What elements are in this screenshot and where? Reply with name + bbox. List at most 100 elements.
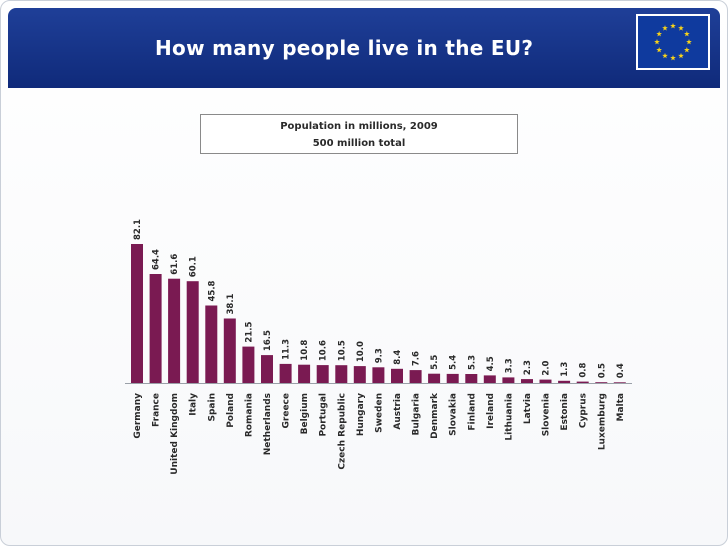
data-label: 5.3 <box>467 355 477 370</box>
data-label: 11.3 <box>282 339 292 360</box>
data-label: 5.4 <box>449 355 459 370</box>
data-label: 38.1 <box>226 293 236 314</box>
bar <box>539 379 552 383</box>
data-label: 5.5 <box>430 355 440 370</box>
data-label: 2.3 <box>523 360 533 375</box>
category-label: Lithuania <box>504 393 514 441</box>
category-label: Finland <box>467 393 477 431</box>
bar <box>186 281 199 383</box>
data-label: 10.5 <box>337 340 347 361</box>
flag-star <box>670 23 676 29</box>
category-label: Portugal <box>319 393 329 437</box>
bar <box>316 365 329 383</box>
bar <box>205 305 218 383</box>
bar <box>409 370 422 383</box>
category-label: Cyprus <box>579 393 589 428</box>
data-label: 45.8 <box>207 280 217 301</box>
bar <box>279 363 292 383</box>
data-label: 2.0 <box>542 360 552 375</box>
flag-star <box>654 39 660 45</box>
category-label: Hungary <box>356 393 366 436</box>
data-label: 1.3 <box>560 362 570 377</box>
eu-flag-icon <box>636 14 710 70</box>
category-label: Belgium <box>300 393 310 434</box>
bar <box>576 381 589 383</box>
data-label: 10.6 <box>319 340 329 361</box>
chart-subtitle: Population in millions, 2009 <box>280 121 438 132</box>
data-label: 21.5 <box>244 322 254 343</box>
data-label: 0.4 <box>616 363 626 378</box>
chart-info-box: Population in millions, 2009 500 million… <box>200 114 518 154</box>
flag-star <box>686 39 692 45</box>
bar <box>168 278 181 383</box>
flag-star <box>662 52 668 59</box>
flag-star <box>684 31 690 37</box>
category-label: Italy <box>189 393 199 416</box>
category-label: Germany <box>133 393 143 439</box>
data-label: 9.3 <box>374 348 384 363</box>
bar <box>483 375 496 383</box>
data-label: 10.8 <box>300 340 310 361</box>
category-label: Denmark <box>430 392 440 439</box>
category-label: Netherlands <box>263 393 273 455</box>
category-label: Czech Republic <box>337 393 347 470</box>
bar <box>558 380 571 383</box>
data-label: 4.5 <box>486 356 496 371</box>
data-label: 3.3 <box>504 358 514 373</box>
bar <box>446 373 459 383</box>
category-label: Spain <box>207 393 217 422</box>
data-label: 16.5 <box>263 330 273 351</box>
category-label: Malta <box>616 393 626 422</box>
bar <box>613 382 626 383</box>
bar <box>131 244 143 383</box>
bar <box>595 382 608 383</box>
data-label: 0.8 <box>579 362 589 377</box>
category-label: Austria <box>393 393 403 430</box>
bar <box>391 368 403 383</box>
data-label: 7.6 <box>412 351 422 366</box>
bar <box>502 377 515 383</box>
bar <box>521 379 533 383</box>
flag-star <box>656 47 662 53</box>
data-label: 8.4 <box>393 350 403 365</box>
bar <box>335 365 348 383</box>
flag-star <box>678 52 684 59</box>
category-label: Greece <box>282 393 292 428</box>
category-label: Luxemburg <box>597 393 607 450</box>
flag-star <box>656 31 662 37</box>
category-label: France <box>152 393 162 427</box>
category-label: Estonia <box>560 393 570 431</box>
data-label: 10.0 <box>356 341 366 362</box>
chart-total-note: 500 million total <box>312 138 406 149</box>
flag-star <box>684 47 690 53</box>
data-label: 82.1 <box>133 219 143 240</box>
category-label: Slovakia <box>449 393 459 436</box>
data-label: 64.4 <box>152 249 162 270</box>
data-label: 0.5 <box>597 363 607 378</box>
category-label: Poland <box>226 393 236 428</box>
data-label: 60.1 <box>189 256 199 277</box>
bar <box>223 318 236 383</box>
bar <box>149 274 162 383</box>
bar <box>298 364 311 383</box>
bar <box>372 367 385 383</box>
bar <box>353 366 366 383</box>
data-label: 61.6 <box>170 254 180 275</box>
header-band <box>8 8 720 88</box>
flag-star <box>670 55 676 61</box>
flag-star <box>662 25 668 31</box>
category-label: Latvia <box>523 393 533 424</box>
bar <box>465 374 478 383</box>
category-label: Slovenia <box>542 393 552 436</box>
flag-star <box>678 25 684 31</box>
category-label: Bulgaria <box>412 393 422 435</box>
category-label: Sweden <box>374 393 384 433</box>
page-title: How many people live in the EU? <box>155 36 534 60</box>
bar <box>428 373 441 383</box>
category-label: United Kingdom <box>170 393 180 475</box>
category-label: Romania <box>244 393 254 437</box>
bar <box>261 355 273 383</box>
bar <box>242 346 255 383</box>
